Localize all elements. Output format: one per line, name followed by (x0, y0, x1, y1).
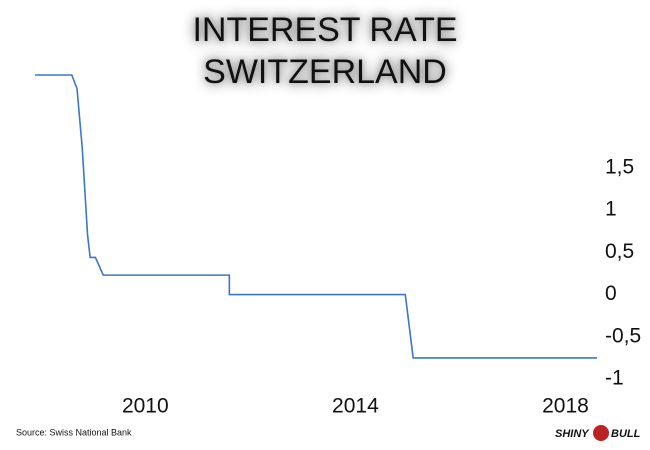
logo-icon (593, 425, 609, 441)
y-tick-label: 0 (605, 282, 617, 305)
x-tick-label: 2014 (332, 395, 379, 418)
x-tick-label: 2010 (122, 395, 169, 418)
line (35, 74, 597, 359)
y-tick-label: 1 (605, 198, 617, 221)
y-tick-label: 1,5 (605, 155, 634, 178)
x-tick-label: 2018 (542, 395, 589, 418)
chart-title: INTEREST RATE (192, 11, 457, 49)
y-tick-label: 0,5 (605, 240, 634, 263)
chart-title: SWITZERLAND (203, 53, 447, 91)
logo: BULL (611, 428, 641, 440)
y-tick-label: -1 (605, 367, 624, 390)
source: Source: Swiss National Bank (16, 427, 132, 437)
logo: SHINY (555, 428, 590, 440)
y-tick-label: -0,5 (605, 324, 641, 347)
